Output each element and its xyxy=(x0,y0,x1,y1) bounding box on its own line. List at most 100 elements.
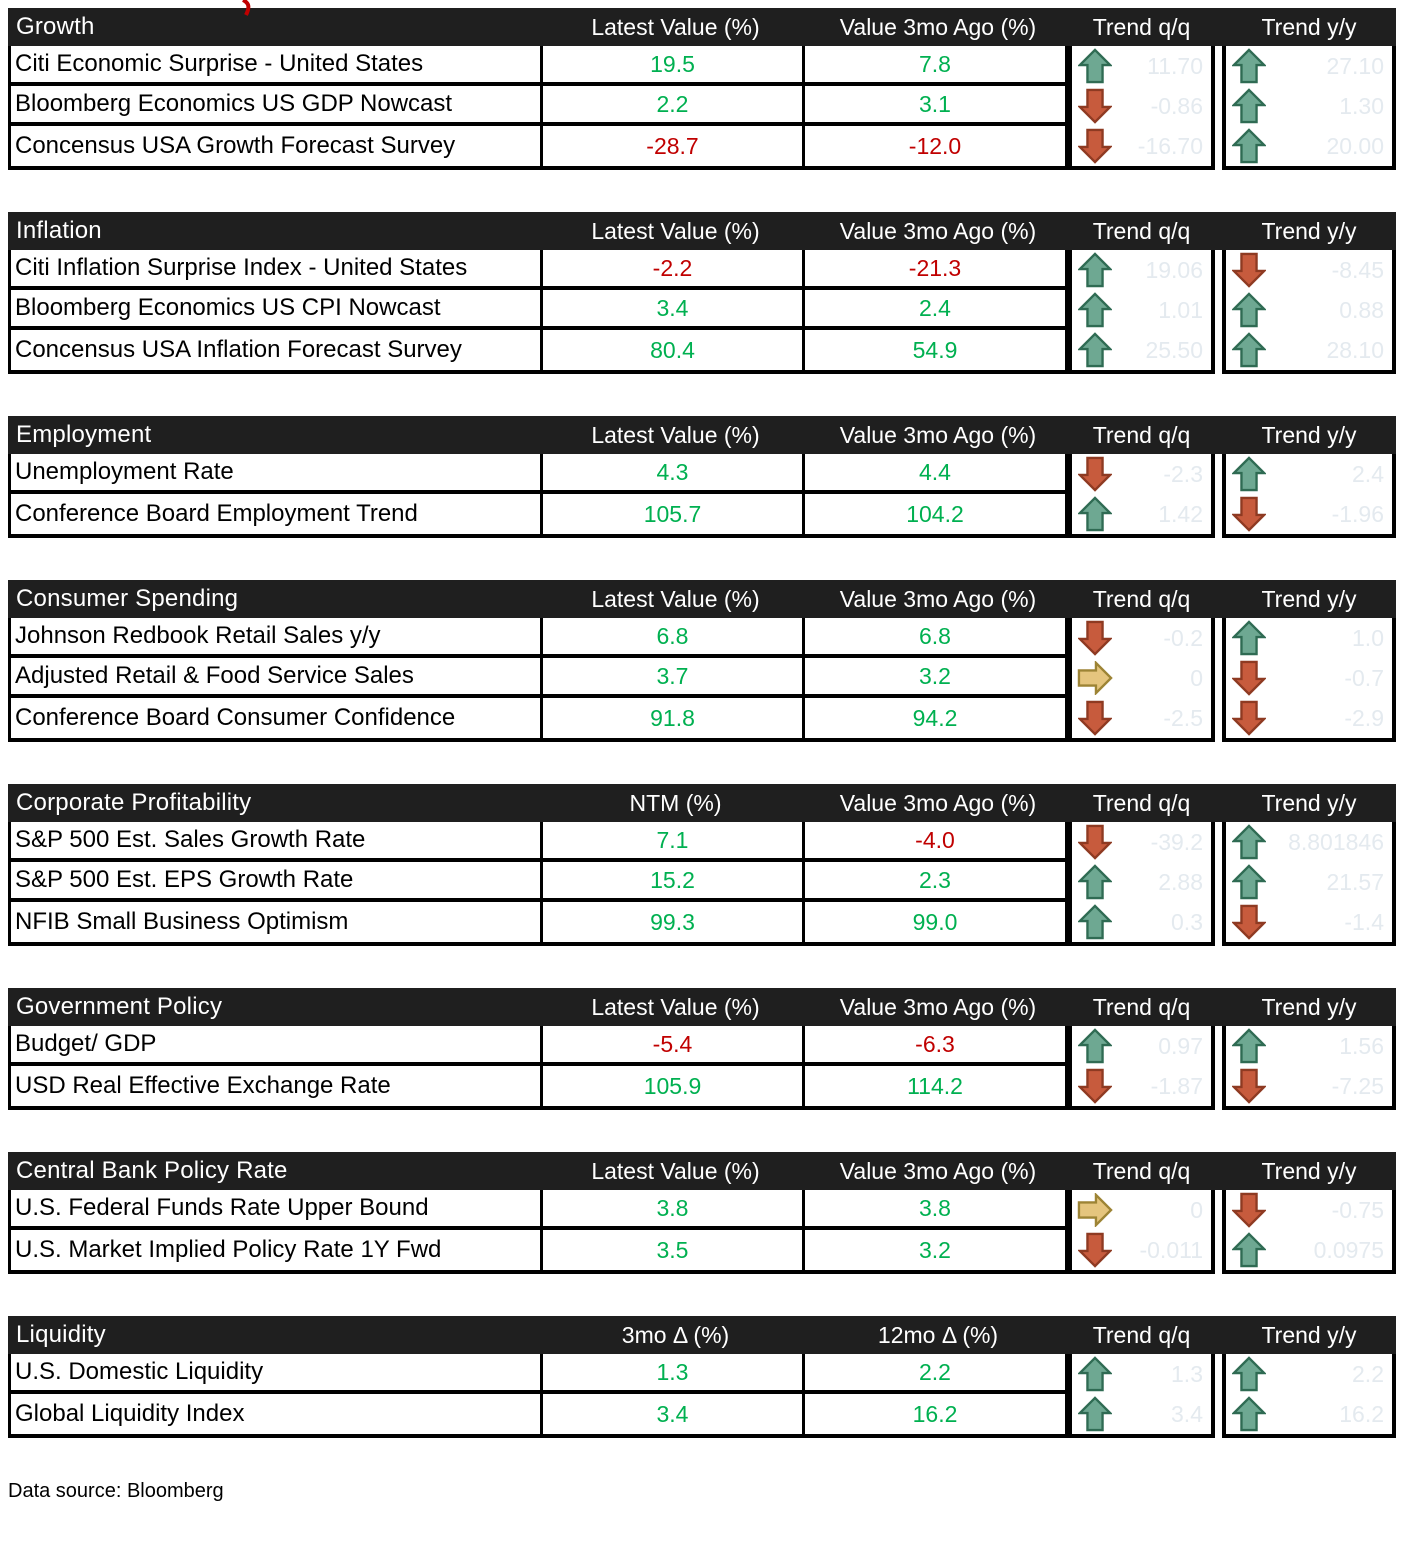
trend-value: 8.801846 xyxy=(1288,828,1384,855)
col-header-trend-qq: Trend q/q xyxy=(1092,421,1191,448)
latest-value: -2.2 xyxy=(543,250,805,286)
row-label: Conference Board Employment Trend xyxy=(11,494,543,534)
trend-value: -0.86 xyxy=(1150,92,1203,119)
section-title: Growth xyxy=(16,13,95,40)
trend-cell: -1.4 xyxy=(1226,902,1392,942)
trend-qq-box: 19.06 1.01 25.50 xyxy=(1068,250,1215,374)
section-body: U.S. Federal Funds Rate Upper Bound 3.8 … xyxy=(8,1190,1396,1274)
trend-value: -1.96 xyxy=(1331,500,1384,527)
latest-value: 3.8 xyxy=(543,1190,805,1226)
ago-value: 3.2 xyxy=(919,1236,951,1263)
latest-value: 3.7 xyxy=(543,658,805,694)
section-header: Liquidity 3mo Δ (%) 12mo Δ (%) Trend q/q… xyxy=(8,1316,1396,1354)
latest-value: 7.1 xyxy=(543,822,805,858)
row-label: Unemployment Rate xyxy=(11,454,543,490)
latest-value: 3.5 xyxy=(543,1230,805,1270)
col-header-trend-yy: Trend y/y xyxy=(1261,1157,1357,1184)
section-liquidity: Liquidity 3mo Δ (%) 12mo Δ (%) Trend q/q… xyxy=(8,1316,1396,1438)
table-row: U.S. Federal Funds Rate Upper Bound 3.8 … xyxy=(11,1190,1065,1230)
table-row: S&P 500 Est. EPS Growth Rate 15.2 2.3 xyxy=(11,862,1065,902)
trend-value: -2.3 xyxy=(1163,460,1203,487)
ago-value: 2.4 xyxy=(919,294,951,321)
col-header-trend-qq: Trend q/q xyxy=(1092,1321,1191,1348)
table-row: Adjusted Retail & Food Service Sales 3.7… xyxy=(11,658,1065,698)
trend-cell: 20.00 xyxy=(1226,126,1392,166)
trend-cell: -0.2 xyxy=(1072,618,1211,658)
trend-cell: 1.30 xyxy=(1226,86,1392,126)
trend-arrow-icon xyxy=(1078,1067,1112,1105)
trend-cell: 2.4 xyxy=(1226,454,1392,494)
trend-arrow-icon xyxy=(1232,1355,1266,1393)
row-label: Conference Board Consumer Confidence xyxy=(11,698,543,738)
ago-value: 114.2 xyxy=(907,1072,963,1099)
trend-arrow-icon xyxy=(1232,251,1266,289)
trend-arrow-icon xyxy=(1078,331,1112,369)
row-label: NFIB Small Business Optimism xyxy=(11,902,543,942)
trend-yy-box: 1.56 -7.25 xyxy=(1222,1026,1396,1110)
trend-yy-box: 8.801846 21.57 -1.4 xyxy=(1222,822,1396,946)
section-consumer-spending: Consumer Spending Latest Value (%) Value… xyxy=(8,580,1396,742)
trend-arrow-icon xyxy=(1078,495,1112,533)
ago-value: 3.8 xyxy=(919,1194,951,1221)
row-label: Bloomberg Economics US CPI Nowcast xyxy=(11,290,543,326)
table-row: Citi Economic Surprise - United States 1… xyxy=(11,46,1065,86)
row-label: Johnson Redbook Retail Sales y/y xyxy=(11,618,543,654)
trend-arrow-icon xyxy=(1232,495,1266,533)
section-title: Employment xyxy=(16,421,152,448)
latest-value: -5.4 xyxy=(543,1026,805,1062)
data-table: Johnson Redbook Retail Sales y/y 6.8 6.8… xyxy=(8,618,1068,742)
trend-arrow-icon xyxy=(1078,1395,1112,1433)
data-table: U.S. Federal Funds Rate Upper Bound 3.8 … xyxy=(8,1190,1068,1274)
latest-value: -28.7 xyxy=(543,126,805,166)
trend-arrow-icon xyxy=(1232,1395,1266,1433)
latest-value: 15.2 xyxy=(543,862,805,898)
cropped-title-mark xyxy=(237,0,259,21)
trend-cell: 0.3 xyxy=(1072,902,1211,942)
trend-arrow-icon xyxy=(1078,1027,1112,1065)
trend-value: 21.57 xyxy=(1326,868,1384,895)
trend-value: -0.011 xyxy=(1139,1236,1203,1263)
trend-cell: -0.75 xyxy=(1226,1190,1392,1230)
row-label: Budget/ GDP xyxy=(11,1026,543,1062)
trend-arrow-icon xyxy=(1232,87,1266,125)
trend-value: 0.88 xyxy=(1339,296,1384,323)
col-header-ago: Value 3mo Ago (%) xyxy=(839,13,1037,40)
ago-value: -6.3 xyxy=(915,1030,955,1057)
trend-value: -0.7 xyxy=(1344,664,1384,691)
table-row: Johnson Redbook Retail Sales y/y 6.8 6.8 xyxy=(11,618,1065,658)
col-header-latest: Latest Value (%) xyxy=(591,13,760,40)
trend-value: -0.75 xyxy=(1331,1196,1384,1223)
trend-cell: 0.88 xyxy=(1226,290,1392,330)
section-body: Johnson Redbook Retail Sales y/y 6.8 6.8… xyxy=(8,618,1396,742)
trend-cell: -2.9 xyxy=(1226,698,1392,738)
table-row: Bloomberg Economics US CPI Nowcast 3.4 2… xyxy=(11,290,1065,330)
trend-cell: -8.45 xyxy=(1226,250,1392,290)
trend-cell: 25.50 xyxy=(1072,330,1211,370)
col-header-ago: 12mo Δ (%) xyxy=(877,1321,999,1348)
trend-qq-box: 1.3 3.4 xyxy=(1068,1354,1215,1438)
table-row: USD Real Effective Exchange Rate 105.9 1… xyxy=(11,1066,1065,1106)
section-header: Central Bank Policy Rate Latest Value (%… xyxy=(8,1152,1396,1190)
latest-value: 91.8 xyxy=(543,698,805,738)
trend-value: 0 xyxy=(1190,1196,1203,1223)
table-row: NFIB Small Business Optimism 99.3 99.0 xyxy=(11,902,1065,942)
section-inflation: Inflation Latest Value (%) Value 3mo Ago… xyxy=(8,212,1396,374)
row-label: Concensus USA Growth Forecast Survey xyxy=(11,126,543,166)
trend-value: -16.70 xyxy=(1137,132,1203,159)
section-header: Growth Latest Value (%) Value 3mo Ago (%… xyxy=(8,8,1396,46)
col-header-ago: Value 3mo Ago (%) xyxy=(839,789,1037,816)
trend-arrow-icon xyxy=(1232,903,1266,941)
col-header-ago: Value 3mo Ago (%) xyxy=(839,585,1037,612)
data-table: U.S. Domestic Liquidity 1.3 2.2 Global L… xyxy=(8,1354,1068,1438)
section-body: Budget/ GDP -5.4 -6.3 USD Real Effective… xyxy=(8,1026,1396,1110)
trend-cell: 28.10 xyxy=(1226,330,1392,370)
trend-cell: -1.96 xyxy=(1226,494,1392,534)
section-body: Citi Economic Surprise - United States 1… xyxy=(8,46,1396,170)
trend-value: 1.30 xyxy=(1339,92,1384,119)
trend-value: 2.2 xyxy=(1352,1360,1384,1387)
trend-cell: -0.86 xyxy=(1072,86,1211,126)
col-header-latest: Latest Value (%) xyxy=(591,993,760,1020)
col-header-latest: Latest Value (%) xyxy=(591,585,760,612)
trend-value: -2.5 xyxy=(1163,704,1203,731)
trend-cell: 0 xyxy=(1072,1190,1211,1230)
